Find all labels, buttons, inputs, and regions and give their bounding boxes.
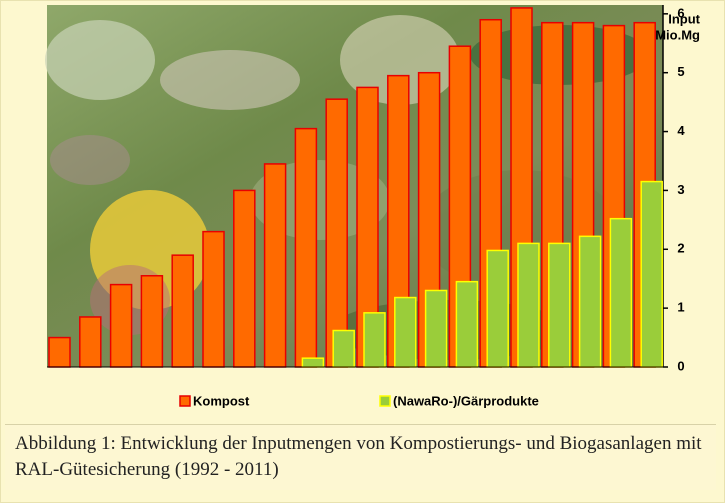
bar bbox=[233, 189, 256, 368]
legend-swatch bbox=[179, 395, 191, 407]
caption: Abbildung 1: Entwicklung der Inputmengen… bbox=[5, 424, 716, 490]
y-tick-label: 3 bbox=[677, 182, 684, 197]
bar bbox=[517, 242, 540, 368]
bar bbox=[548, 242, 571, 368]
bar bbox=[394, 296, 417, 368]
bar bbox=[263, 163, 287, 368]
legend-label: Kompost bbox=[193, 393, 250, 408]
y-tick-label: 5 bbox=[677, 64, 684, 79]
legend-swatch bbox=[379, 395, 391, 407]
y-tick-label: 6 bbox=[677, 5, 684, 20]
legend-label: (NawaRo-)/Gärprodukte bbox=[393, 393, 539, 408]
bar bbox=[578, 235, 602, 368]
bar bbox=[363, 312, 386, 368]
y-tick-label: 2 bbox=[677, 241, 684, 256]
bar bbox=[294, 127, 318, 368]
bar bbox=[171, 254, 194, 368]
bar bbox=[424, 289, 448, 368]
bar bbox=[202, 230, 225, 368]
bar bbox=[301, 357, 325, 368]
bar bbox=[48, 336, 71, 368]
bar bbox=[79, 316, 102, 368]
bar bbox=[486, 249, 509, 368]
bar bbox=[109, 283, 133, 368]
bar bbox=[140, 275, 164, 368]
y-axis-label: Input bbox=[668, 11, 700, 26]
y-tick-label: 4 bbox=[677, 123, 685, 138]
y-tick-label: 1 bbox=[677, 300, 684, 315]
bar bbox=[332, 329, 355, 368]
bar bbox=[609, 217, 633, 368]
bar bbox=[640, 180, 663, 368]
bar bbox=[455, 280, 479, 368]
bar bbox=[325, 98, 348, 368]
y-tick-label: 0 bbox=[677, 358, 684, 373]
